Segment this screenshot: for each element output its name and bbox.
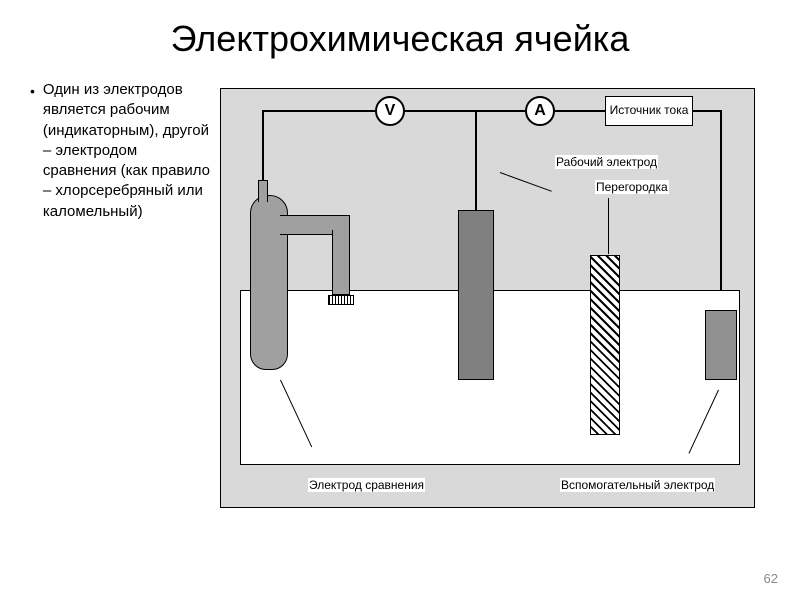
voltmeter: V: [375, 96, 405, 126]
text-column: • Один из электродов является рабочим (и…: [30, 80, 220, 222]
content-area: • Один из электродов является рабочим (и…: [0, 60, 800, 222]
bullet-marker: •: [30, 80, 43, 99]
separator-label: Перегородка: [595, 180, 669, 194]
aux-electrode-label: Вспомогательный электрод: [560, 478, 715, 492]
reference-frit: [328, 295, 354, 305]
reference-electrode-neck: [258, 180, 268, 202]
wire: [475, 110, 477, 210]
voltmeter-label: V: [385, 102, 396, 120]
leader-line: [608, 198, 609, 254]
ammeter-label: A: [534, 102, 546, 120]
working-electrode: [458, 210, 494, 380]
reference-text: Электрод сравнения: [309, 478, 424, 492]
working-electrode-label: Рабочий электрод: [555, 155, 658, 169]
page-number: 62: [764, 571, 778, 586]
diagram: V A Источник тока Рабочий электрод: [220, 80, 790, 222]
wire: [720, 110, 722, 310]
bullet-text: Один из электродов является рабочим (инд…: [43, 80, 210, 222]
slide-title: Электрохимическая ячейка: [0, 0, 800, 60]
working-electrode-text: Рабочий электрод: [556, 155, 657, 169]
ammeter: A: [525, 96, 555, 126]
source-label: Источник тока: [610, 104, 689, 117]
reference-side-arm-v: [332, 230, 350, 295]
separator: [590, 255, 620, 435]
reference-electrode-label: Электрод сравнения: [308, 478, 425, 492]
bullet-item: • Один из электродов является рабочим (и…: [30, 80, 210, 222]
aux-electrode: [705, 310, 737, 380]
source-box: Источник тока: [605, 96, 693, 126]
aux-text: Вспомогательный электрод: [561, 478, 714, 492]
separator-text: Перегородка: [596, 180, 668, 194]
